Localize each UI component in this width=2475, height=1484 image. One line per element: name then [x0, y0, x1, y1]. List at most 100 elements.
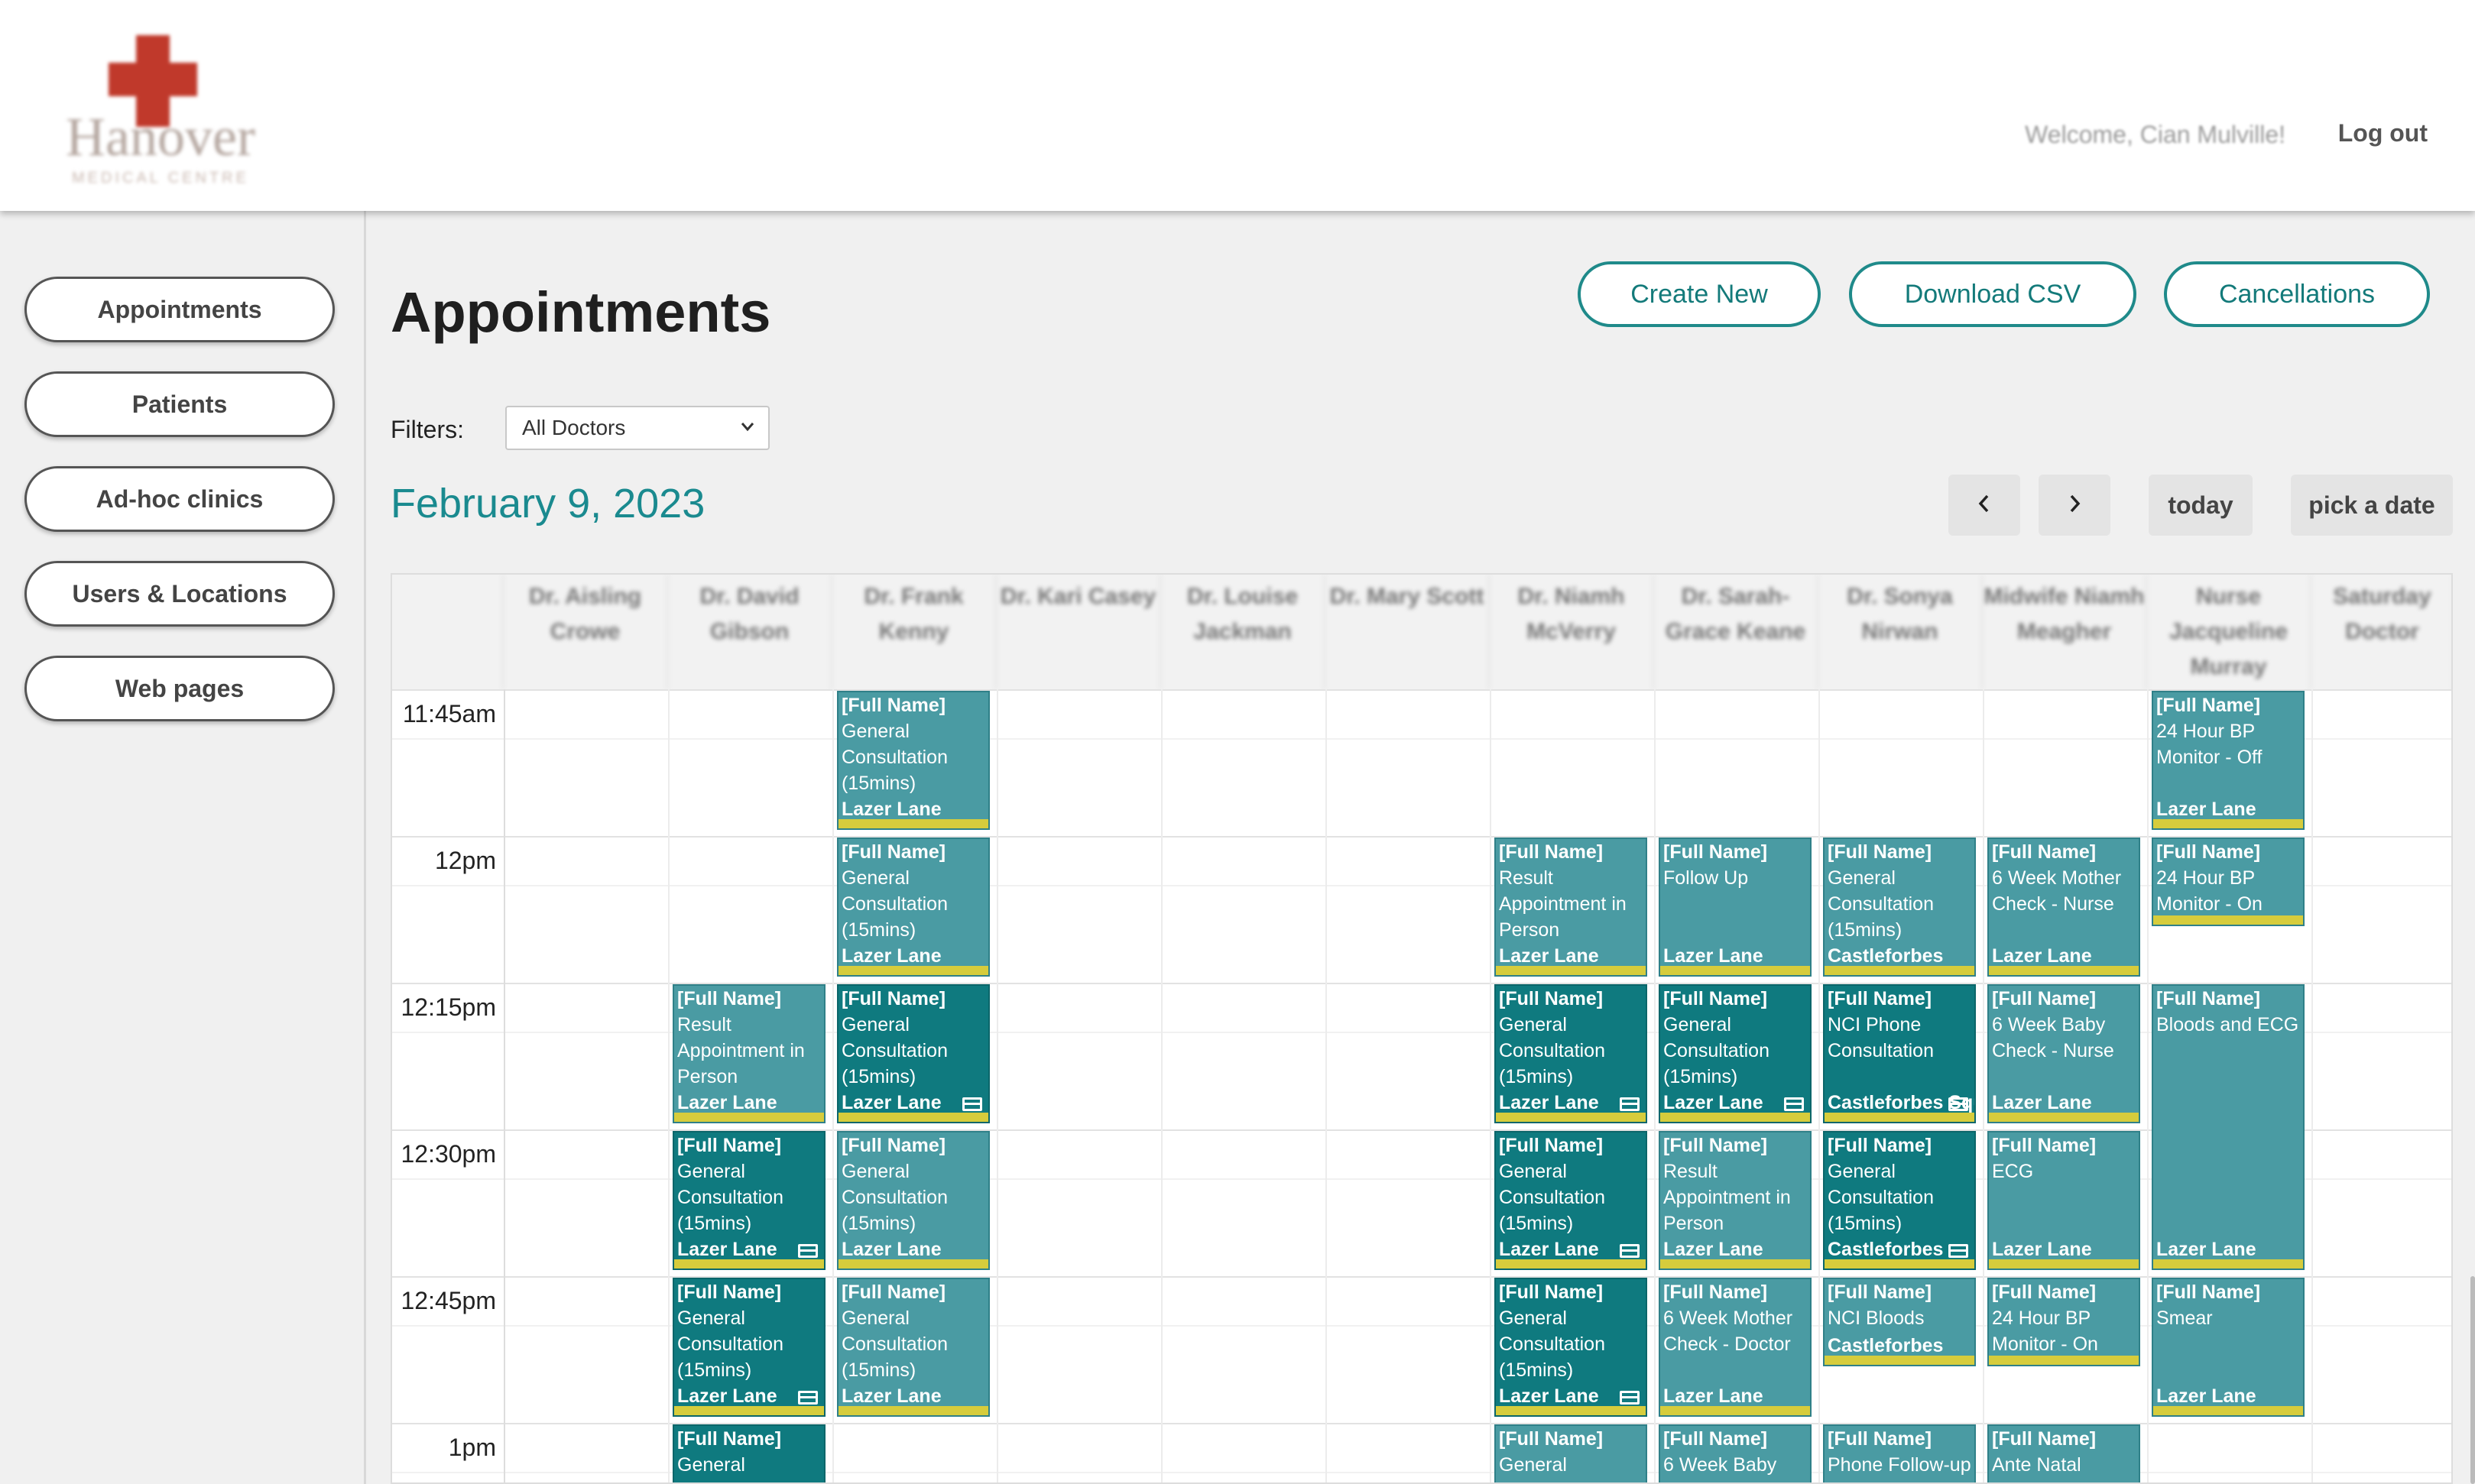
appointment-type: General Consultation (15mins) [1663, 1014, 1769, 1087]
column-header: Dr. Louise Jackman [1161, 575, 1325, 689]
appointment-type: 6 Week Baby Check - Nurse [1992, 1014, 2114, 1061]
main-content: Appointments Create New Download CSV Can… [366, 211, 2475, 1484]
logout-link[interactable]: Log out [2337, 119, 2428, 147]
appointment-patient-name: [Full Name] [1828, 841, 1932, 863]
appointment-block[interactable]: [Full Name] General Consultation (15mins)… [673, 1278, 826, 1417]
appointment-type: Result Appointment in Person [677, 1014, 805, 1087]
appointment-block[interactable]: [Full Name] General [673, 1424, 826, 1482]
appointment-block[interactable]: [Full Name] Ante Natal [1987, 1424, 2140, 1482]
appointment-location: Lazer Lane [1499, 945, 1599, 967]
grid-line-half [392, 1472, 2451, 1473]
appointment-patient-name: [Full Name] [1992, 1428, 2097, 1450]
cancellations-button[interactable]: Cancellations [2164, 261, 2430, 327]
payment-card-icon [1620, 1391, 1640, 1405]
appointment-patient-name: [Full Name] [2156, 1281, 2261, 1303]
appointment-type: 6 Week Mother Check - Nurse [1992, 867, 2122, 915]
location-color-bar [839, 1259, 988, 1269]
appointment-type: Phone Follow-up [1828, 1454, 1971, 1476]
clinic-logo[interactable]: Hanover MEDICAL CENTRE [61, 29, 260, 186]
grid-column-line [668, 689, 670, 1482]
nav-adhoc-clinics[interactable]: Ad-hoc clinics [24, 466, 335, 532]
appointment-block[interactable]: [Full Name] Result Appointment in Person L… [1494, 838, 1647, 977]
location-color-bar [1989, 1259, 2139, 1269]
pick-date-button[interactable]: pick a date [2291, 475, 2453, 536]
appointment-block[interactable]: [Full Name] General Consultation (15mins)… [837, 838, 990, 977]
appointment-patient-name: [Full Name] [842, 695, 946, 716]
payment-card-icon [1948, 1097, 1968, 1111]
appointment-block[interactable]: [Full Name] ECG Lazer Lane [1987, 1131, 2140, 1270]
nav-web-pages[interactable]: Web pages [24, 656, 335, 721]
appointment-block[interactable]: [Full Name] Follow Up Lazer Lane [1659, 838, 1812, 977]
appointment-block[interactable]: [Full Name] General Consultation (15mins)… [837, 1131, 990, 1270]
appointment-block[interactable]: [Full Name] 24 Hour BP Monitor - On [1987, 1278, 2140, 1366]
download-csv-button[interactable]: Download CSV [1849, 261, 2136, 327]
appointment-block[interactable]: [Full Name] General Consultation (15mins)… [673, 1131, 826, 1270]
appointment-block[interactable]: [Full Name] General Consultation (15mins)… [1823, 838, 1976, 977]
grid-line-hour [392, 1423, 2451, 1424]
location-color-bar [1989, 966, 2139, 975]
appointment-block[interactable]: [Full Name] Smear Lazer Lane [2152, 1278, 2305, 1417]
appointment-location: Lazer Lane [677, 1092, 777, 1113]
nav-appointments[interactable]: Appointments [24, 277, 335, 342]
appointment-type: Ante Natal [1992, 1454, 2081, 1476]
appointment-block[interactable]: [Full Name] 6 Week Baby [1659, 1424, 1812, 1482]
appointment-block[interactable]: [Full Name] General Consultation (15mins)… [1823, 1131, 1976, 1270]
grid-line-hour [392, 983, 2451, 984]
location-color-bar [1989, 1356, 2139, 1365]
create-new-button[interactable]: Create New [1578, 261, 1821, 327]
today-button[interactable]: today [2149, 475, 2253, 536]
appointment-block[interactable]: [Full Name] General Consultation (15mins)… [837, 691, 990, 830]
appointment-block[interactable]: [Full Name] 6 Week Mother Check - Doctor L… [1659, 1278, 1812, 1417]
doctor-filter-select[interactable]: All Doctors [505, 406, 770, 450]
appointment-location: Lazer Lane [842, 1092, 942, 1113]
nav-patients[interactable]: Patients [24, 371, 335, 437]
appointment-location: Lazer Lane [842, 945, 942, 967]
nav-users-locations[interactable]: Users & Locations [24, 561, 335, 627]
appointment-block[interactable]: [Full Name] General Consultation (15mins)… [837, 1278, 990, 1417]
doctor-filter-value: All Doctors [522, 416, 626, 439]
appointment-patient-name: [Full Name] [842, 1135, 946, 1156]
appointment-patient-name: [Full Name] [2156, 841, 2261, 863]
grid-column-line [2311, 689, 2313, 1482]
appointment-patient-name: [Full Name] [1499, 988, 1604, 1009]
appointment-block[interactable]: [Full Name] 6 Week Baby Check - Nurse Laze… [1987, 984, 2140, 1123]
appointment-location: Lazer Lane [1663, 1239, 1763, 1260]
appointment-patient-name: [Full Name] [1663, 1428, 1768, 1450]
appointment-block[interactable]: [Full Name] 6 Week Mother Check - Nurse La… [1987, 838, 2140, 977]
next-day-button[interactable] [2039, 475, 2110, 536]
appointment-block[interactable]: [Full Name] Phone Follow-up [1823, 1424, 1976, 1482]
appointment-block[interactable]: [Full Name] 24 Hour BP Monitor - On [2152, 838, 2305, 926]
appointment-block[interactable]: [Full Name] General Consultation (15mins)… [1494, 984, 1647, 1123]
appointment-block[interactable]: [Full Name] NCI Phone Consultation Castlef… [1823, 984, 1976, 1123]
column-header: Dr. Aisling Crowe [504, 575, 668, 689]
appointment-block[interactable]: [Full Name] Result Appointment in Person L… [1659, 1131, 1812, 1270]
appointment-block[interactable]: [Full Name] General Consultation (15mins)… [837, 984, 990, 1123]
time-column-header [392, 575, 504, 689]
logo-subtitle: MEDICAL CENTRE [72, 170, 249, 186]
grid-column-line [1983, 689, 1984, 1482]
appointment-location: Lazer Lane [2156, 1239, 2256, 1260]
appointment-block[interactable]: [Full Name] 24 Hour BP Monitor - Off Lazer… [2152, 691, 2305, 830]
appointment-location: Lazer Lane [1499, 1239, 1599, 1260]
appointment-type: General Consultation (15mins) [842, 1161, 948, 1234]
appointment-patient-name: [Full Name] [1663, 988, 1768, 1009]
time-label: 1pm [448, 1434, 496, 1461]
appointment-location: Lazer Lane [2156, 1385, 2256, 1407]
appointment-block[interactable]: [Full Name] Bloods and ECG Lazer Lane [2152, 984, 2305, 1270]
location-color-bar [2153, 1406, 2303, 1415]
appointment-block[interactable]: [Full Name] General Consultation (15mins)… [1494, 1278, 1647, 1417]
appointment-block[interactable]: [Full Name] NCI Bloods Castleforbes [1823, 1278, 1976, 1366]
appointment-location: Lazer Lane [1992, 945, 2092, 967]
appointment-type: General Consultation (15mins) [1499, 1307, 1605, 1381]
appointment-location: Lazer Lane [1992, 1239, 2092, 1260]
appointment-type: General Consultation (15mins) [1499, 1014, 1605, 1087]
appointment-block[interactable]: [Full Name] General Consultation (15mins)… [1659, 984, 1812, 1123]
page-scrollbar[interactable] [2470, 1276, 2475, 1484]
grid-column-line [832, 689, 834, 1482]
appointment-block[interactable]: [Full Name] General [1494, 1424, 1647, 1482]
appointment-block[interactable]: [Full Name] General Consultation (15mins)… [1494, 1131, 1647, 1270]
logo-cross-bar [109, 63, 197, 96]
appointment-block[interactable]: [Full Name] Result Appointment in Person L… [673, 984, 826, 1123]
prev-day-button[interactable] [1948, 475, 2020, 536]
appointment-type: Bloods and ECG [2156, 1014, 2299, 1035]
